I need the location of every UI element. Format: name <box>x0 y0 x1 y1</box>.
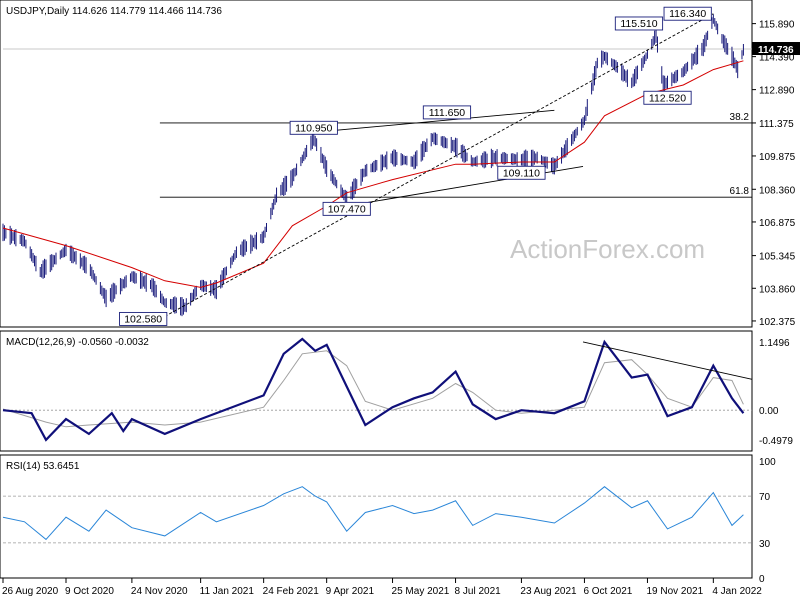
macd-y-tick-label: 0.00 <box>759 406 779 417</box>
x-tick-label: 25 May 2021 <box>392 586 450 597</box>
rsi-y-tick-label: 100 <box>759 457 776 468</box>
sma-line <box>2 60 744 288</box>
y-tick-label: 115.890 <box>759 20 795 31</box>
macd-title: MACD(12,26,9) -0.0560 -0.0032 <box>6 337 149 348</box>
annotation-box <box>289 120 338 135</box>
annotation-label: 112.520 <box>649 92 686 104</box>
rsi-y-tick-label: 70 <box>759 492 771 503</box>
y-tick-label: 103.860 <box>759 284 796 295</box>
rsi-layer <box>2 486 752 544</box>
annotation-box <box>643 90 692 105</box>
rsi-panel-frame <box>0 454 753 579</box>
annotation-box <box>322 201 371 216</box>
x-tick-label: 26 Aug 2020 <box>2 586 59 597</box>
annotation-label: 109.110 <box>503 167 540 179</box>
fib-level-label: 38.2 <box>730 112 750 123</box>
y-tick-label: 105.345 <box>759 252 796 263</box>
y-tick-label: 109.875 <box>759 152 796 163</box>
macd-y-tick-label: -0.4979 <box>759 436 793 447</box>
channel-trendline <box>346 165 584 207</box>
x-tick-label: 9 Apr 2021 <box>326 586 375 597</box>
x-tick-label: 9 Oct 2020 <box>65 586 114 597</box>
y-tick-label: 106.875 <box>759 218 796 229</box>
price-header: USDJPY,Daily 114.626 114.779 114.466 114… <box>6 6 222 17</box>
annotation-label: 102.580 <box>124 313 162 325</box>
annotation-box <box>422 105 472 120</box>
x-tick-label: 24 Nov 2020 <box>131 586 188 597</box>
x-tick-label: 4 Jan 2022 <box>712 586 762 597</box>
fib-level-label: 61.8 <box>730 186 750 197</box>
y-tick-label: 102.375 <box>759 317 796 328</box>
price-panel-frame <box>0 0 753 328</box>
annotation-box <box>497 165 546 180</box>
rsi-line <box>2 486 744 541</box>
x-tick-label: 24 Feb 2021 <box>263 586 320 597</box>
x-tick-label: 19 Nov 2021 <box>646 586 703 597</box>
annotation-box <box>663 6 712 21</box>
price-layer: 38.2 61.8 102.580 110.950 107.470 111.650 109.… <box>2 6 752 326</box>
last-price-label: 114.736 <box>758 45 794 56</box>
rsi-y-tick-label: 30 <box>759 539 771 550</box>
rsi-y-tick-label: 0 <box>759 574 765 585</box>
last-price-tag <box>752 42 800 56</box>
macd-trendline <box>582 341 753 380</box>
macd-panel-frame <box>0 330 753 452</box>
annotation-label: 116.340 <box>669 8 706 20</box>
macd-y-tick-label: 1.1496 <box>759 338 790 349</box>
x-tick-label: 8 Jul 2021 <box>455 586 502 597</box>
x-tick-label: 11 Jan 2021 <box>200 586 255 597</box>
annotation-label: 110.950 <box>295 122 332 134</box>
x-tick-label: 23 Aug 2021 <box>520 586 577 597</box>
y-tick-label: 108.360 <box>759 185 796 196</box>
x-tick-label: 6 Oct 2021 <box>583 586 632 597</box>
annotation-label: 107.470 <box>328 203 366 215</box>
macd-signal-line <box>2 350 744 428</box>
rsi-title: RSI(14) 53.6451 <box>6 461 80 472</box>
y-tick-label: 114.390 <box>759 53 795 64</box>
annotation-box <box>614 16 664 31</box>
annotation-label: 111.650 <box>429 107 466 119</box>
macd-layer <box>2 337 753 442</box>
annotation-label: 115.510 <box>620 18 657 30</box>
y-tick-label: 111.375 <box>759 119 794 130</box>
channel-trendline <box>313 109 555 133</box>
y-tick-label: 112.890 <box>759 86 795 97</box>
annotation-box <box>119 311 168 326</box>
dashed-trendline <box>164 13 714 317</box>
watermark: ActionForex.com <box>510 234 705 264</box>
axis-layer: 115.890 114.390 112.890 111.375 109.875 108.3… <box>2 20 800 597</box>
macd-line <box>2 337 745 442</box>
